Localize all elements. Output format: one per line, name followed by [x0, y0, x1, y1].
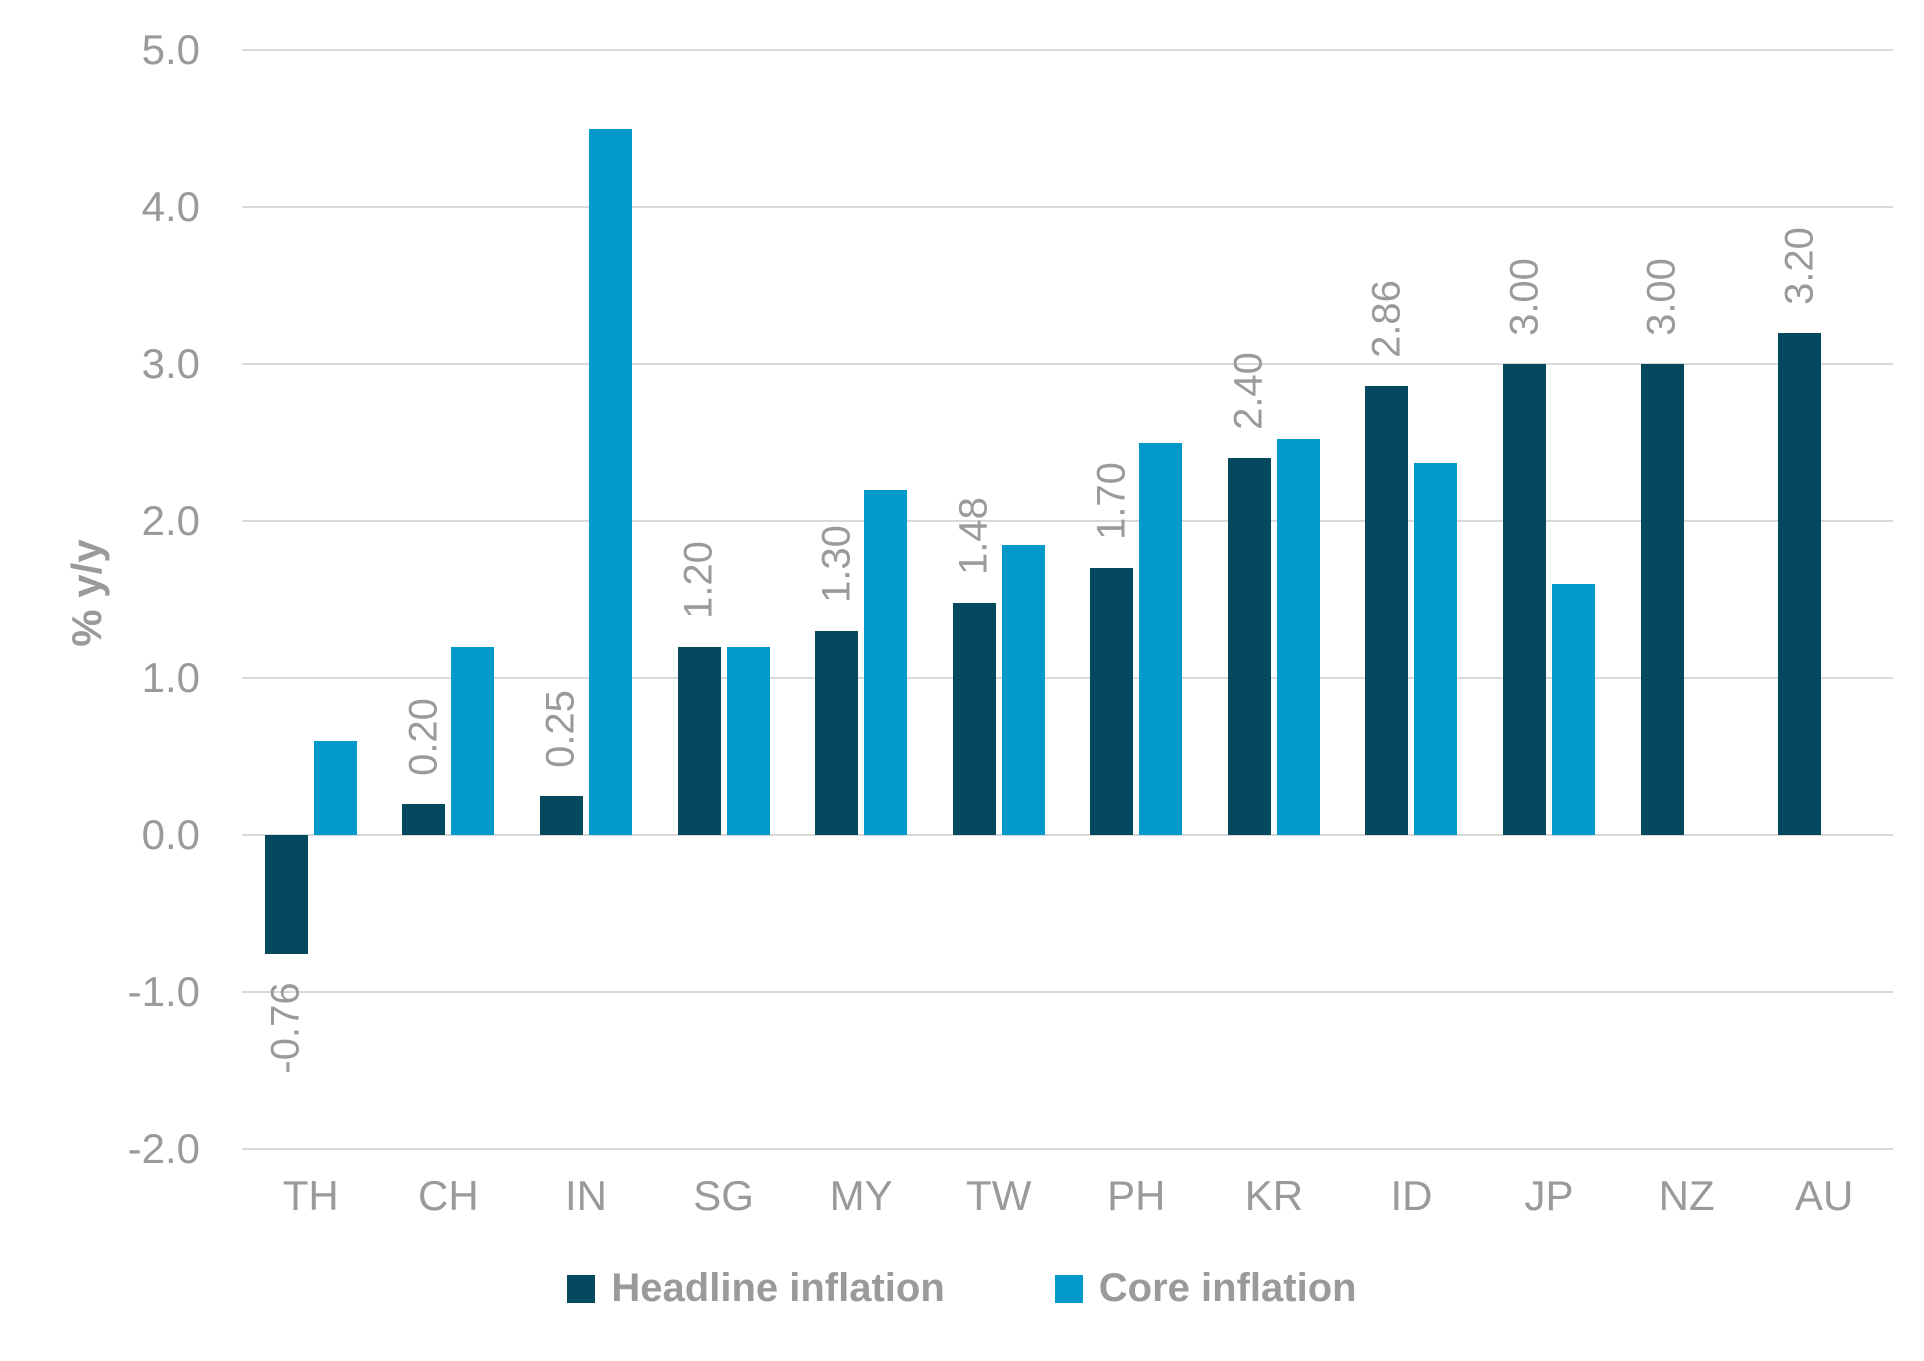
- bar-headline-JP: [1503, 364, 1547, 835]
- y-tick-label: 0.0: [141, 811, 200, 858]
- bar-core-ID: [1414, 462, 1458, 835]
- gridline: [242, 991, 1893, 993]
- bar-headline-KR: [1227, 458, 1271, 835]
- x-label-PH: PH: [1107, 1172, 1166, 1219]
- legend: Headline inflation Core inflation: [0, 1266, 1924, 1311]
- x-label-SG: SG: [693, 1172, 754, 1219]
- data-label-MY: 1.30: [814, 524, 859, 603]
- bar-core-CH: [451, 646, 495, 835]
- bar-headline-MY: [815, 630, 859, 835]
- gridline: [242, 834, 1893, 836]
- bar-core-KR: [1276, 439, 1320, 835]
- bar-core-TH: [313, 740, 357, 835]
- data-label-SG: 1.20: [676, 540, 721, 619]
- gridline: [242, 363, 1893, 365]
- gridline: [242, 206, 1893, 208]
- bar-headline-NZ: [1640, 364, 1684, 835]
- bar-headline-SG: [677, 646, 721, 835]
- bar-headline-IN: [539, 795, 583, 835]
- bar-core-TW: [1001, 544, 1045, 835]
- y-tick-label: 1.0: [141, 654, 200, 701]
- data-label-KR: 2.40: [1226, 352, 1271, 431]
- headline-series-swatch-icon: [567, 1274, 596, 1303]
- x-label-ID: ID: [1390, 1172, 1433, 1219]
- gridline: [242, 520, 1893, 522]
- y-tick-label: 3.0: [141, 340, 200, 387]
- x-label-JP: JP: [1524, 1172, 1574, 1219]
- x-label-KR: KR: [1244, 1172, 1304, 1219]
- legend-label-headline: Headline inflation: [611, 1266, 945, 1310]
- bar-headline-TH: [264, 835, 308, 955]
- bar-core-JP: [1552, 583, 1596, 835]
- data-label-TW: 1.48: [951, 496, 996, 575]
- x-label-AU: AU: [1795, 1172, 1854, 1219]
- bar-core-IN: [588, 128, 632, 835]
- bar-core-SG: [726, 646, 770, 835]
- legend-item-headline: Headline inflation: [567, 1266, 945, 1311]
- x-label-TW: TW: [966, 1172, 1032, 1219]
- bar-core-MY: [864, 489, 908, 835]
- legend-item-core: Core inflation: [1054, 1266, 1357, 1311]
- y-axis-title: % y/y: [63, 539, 110, 647]
- data-label-TH: -0.76: [263, 982, 308, 1074]
- x-label-IN: IN: [564, 1172, 607, 1219]
- bar-headline-AU: [1778, 332, 1822, 835]
- data-label-JP: 3.00: [1502, 258, 1547, 336]
- y-tick-label: -2.0: [127, 1125, 200, 1172]
- x-label-NZ: NZ: [1658, 1172, 1715, 1219]
- y-tick-label: 4.0: [141, 183, 200, 230]
- y-tick-label: 5.0: [141, 26, 200, 73]
- bar-headline-PH: [1090, 568, 1134, 835]
- data-label-PH: 1.70: [1089, 462, 1134, 541]
- bar-headline-TW: [952, 602, 996, 835]
- data-label-ID: 2.86: [1364, 280, 1409, 358]
- bar-headline-ID: [1365, 385, 1409, 835]
- legend-label-core: Core inflation: [1098, 1266, 1357, 1310]
- data-label-AU: 3.20: [1777, 226, 1822, 305]
- x-label-TH: TH: [282, 1172, 339, 1219]
- gridline: [242, 1148, 1893, 1150]
- core-series-swatch-icon: [1054, 1274, 1083, 1303]
- x-label-CH: CH: [418, 1172, 479, 1219]
- data-label-IN: 0.25: [538, 689, 583, 768]
- gridline: [242, 49, 1893, 51]
- x-label-MY: MY: [829, 1172, 893, 1219]
- gridline: [242, 677, 1893, 679]
- y-tick-label: 2.0: [141, 497, 200, 544]
- data-label-NZ: 3.00: [1639, 258, 1684, 336]
- y-tick-label: -1.0: [127, 968, 200, 1015]
- bar-core-PH: [1139, 442, 1183, 835]
- bar-headline-CH: [402, 803, 446, 835]
- data-label-CH: 0.20: [401, 697, 446, 776]
